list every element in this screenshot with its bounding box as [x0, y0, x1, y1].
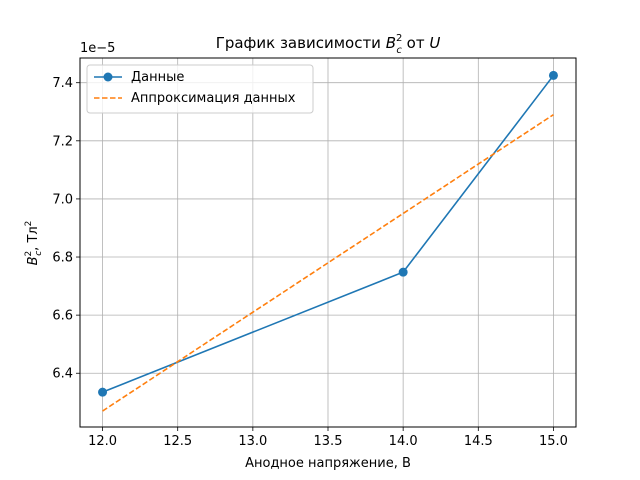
y-axis-ticks: 6.4 6.6 6.8 7.0 7.2 7.4: [52, 76, 80, 382]
data-point: [548, 70, 558, 80]
x-tick-label: 13.0: [238, 434, 267, 449]
x-tick-label: 12.0: [88, 434, 117, 449]
grid: [80, 58, 576, 427]
y-tick-label: 7.2: [52, 134, 73, 149]
y-tick-label: 7.0: [52, 192, 73, 207]
series-layer: [98, 70, 558, 412]
y-tick-label: 7.4: [52, 76, 73, 91]
legend: Данные Аппроксимация данных: [86, 64, 314, 114]
x-tick-label: 14.0: [389, 434, 418, 449]
y-axis-label: B2c, Тл2: [24, 221, 44, 266]
x-tick-label: 15.0: [539, 434, 568, 449]
x-tick-label: 13.5: [314, 434, 343, 449]
series-line-1: [102, 113, 554, 412]
x-tick-label: 12.5: [163, 434, 192, 449]
x-tick-label: 14.5: [464, 434, 493, 449]
y-tick-label: 6.8: [52, 251, 73, 266]
y-tick-label: 6.6: [52, 309, 73, 324]
x-axis-ticks: 12.0 12.5 13.0 13.5 14.0 14.5 15.0: [88, 427, 568, 449]
data-point: [98, 387, 108, 397]
legend-label-data: Данные: [131, 70, 184, 85]
chart-title: График зависимости B2 c от U: [216, 33, 441, 56]
legend-marker-data: [103, 72, 113, 82]
data-point: [398, 267, 408, 277]
legend-label-fit: Аппроксимация данных: [131, 91, 296, 106]
x-axis-label: Анодное напряжение, В: [245, 456, 411, 471]
legend-box: [86, 64, 314, 114]
y-tick-label: 6.4: [52, 367, 73, 382]
y-offset-text: 1e−5: [80, 41, 115, 56]
